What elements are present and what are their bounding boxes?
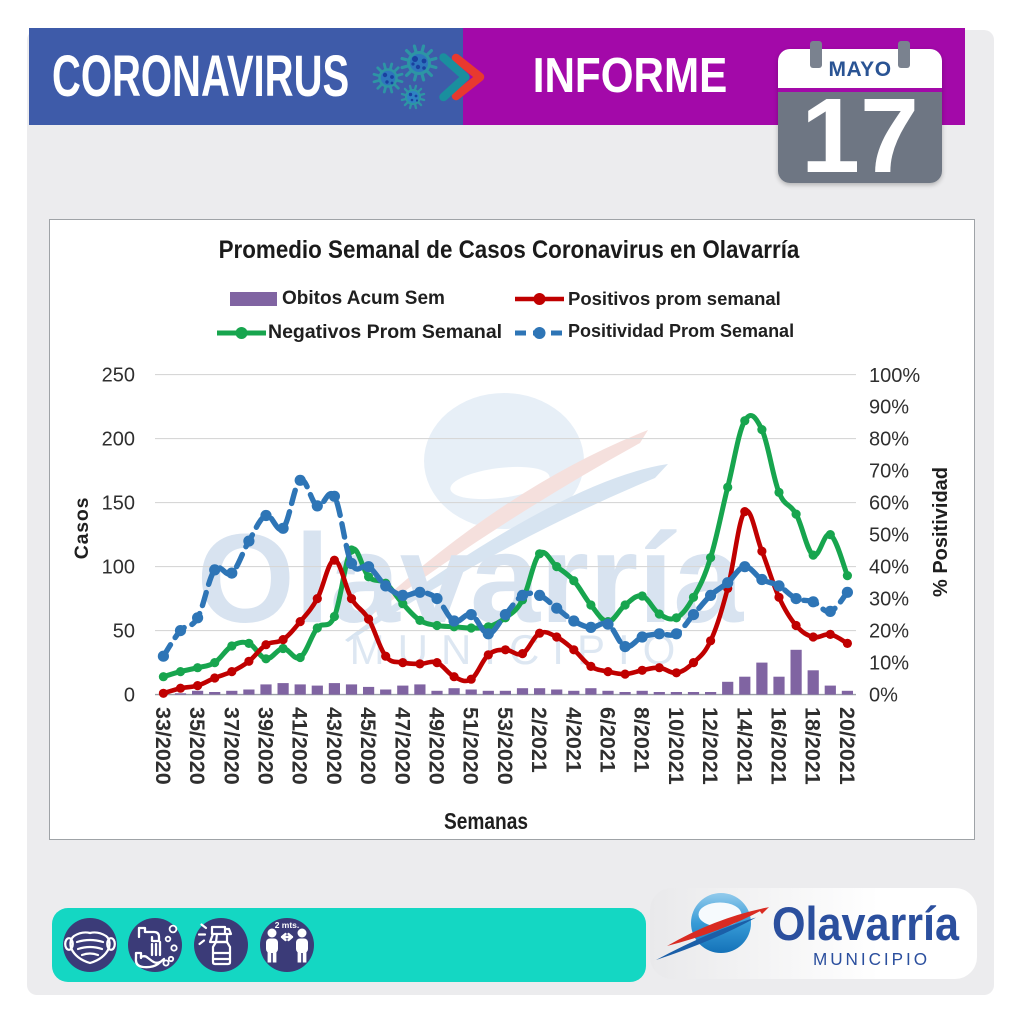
svg-text:50%: 50% <box>869 525 909 547</box>
svg-text:Semanas: Semanas <box>444 808 528 834</box>
svg-text:43/2020: 43/2020 <box>322 707 346 785</box>
svg-text:4/2021: 4/2021 <box>561 707 585 773</box>
svg-text:20%: 20% <box>869 621 909 643</box>
svg-text:40%: 40% <box>869 557 909 579</box>
svg-text:49/2020: 49/2020 <box>425 707 449 785</box>
svg-text:20/2021: 20/2021 <box>835 707 859 785</box>
svg-text:12/2021: 12/2021 <box>698 707 722 785</box>
svg-text:16/2021: 16/2021 <box>767 707 791 785</box>
svg-text:60%: 60% <box>869 493 909 515</box>
svg-text:50: 50 <box>113 621 135 643</box>
svg-text:53/2020: 53/2020 <box>493 707 517 785</box>
svg-text:45/2020: 45/2020 <box>356 707 380 785</box>
svg-text:10/2021: 10/2021 <box>664 707 688 785</box>
svg-text:39/2020: 39/2020 <box>254 707 278 785</box>
svg-text:37/2020: 37/2020 <box>219 707 243 785</box>
svg-text:0: 0 <box>124 685 135 707</box>
svg-text:6/2021: 6/2021 <box>596 707 620 773</box>
svg-text:100: 100 <box>102 557 135 579</box>
svg-text:200: 200 <box>102 429 135 451</box>
svg-text:18/2021: 18/2021 <box>801 707 825 785</box>
svg-text:51/2020: 51/2020 <box>459 707 483 785</box>
svg-text:70%: 70% <box>869 461 909 483</box>
svg-text:150: 150 <box>102 493 135 515</box>
svg-text:% Positividad: % Positividad <box>930 467 952 597</box>
svg-text:2/2021: 2/2021 <box>527 707 551 773</box>
svg-text:100%: 100% <box>869 365 920 387</box>
svg-text:Olavarría: Olavarría <box>772 897 960 950</box>
svg-text:35/2020: 35/2020 <box>185 707 209 785</box>
svg-text:MUNICIPIO: MUNICIPIO <box>813 949 930 969</box>
svg-text:8/2021: 8/2021 <box>630 707 654 773</box>
svg-text:10%: 10% <box>869 653 909 675</box>
svg-text:14/2021: 14/2021 <box>732 707 756 785</box>
svg-text:33/2020: 33/2020 <box>151 707 175 785</box>
svg-text:0%: 0% <box>869 685 898 707</box>
svg-text:250: 250 <box>102 365 135 387</box>
svg-text:47/2020: 47/2020 <box>390 707 414 785</box>
svg-text:90%: 90% <box>869 397 909 419</box>
svg-text:30%: 30% <box>869 589 909 611</box>
svg-text:2 mts.: 2 mts. <box>275 920 300 930</box>
svg-text:80%: 80% <box>869 429 909 451</box>
svg-text:Casos: Casos <box>71 497 93 560</box>
svg-text:41/2020: 41/2020 <box>288 707 312 785</box>
